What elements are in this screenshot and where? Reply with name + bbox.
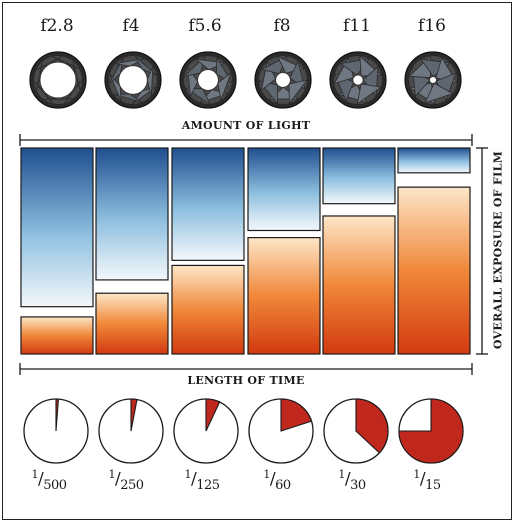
time-block (20, 316, 94, 355)
time-block (95, 292, 169, 355)
light-block (171, 147, 245, 261)
shutter-pie (173, 398, 239, 464)
light-block (20, 147, 94, 308)
shutter-pie (323, 398, 389, 464)
aperture-diaphragm-icon (329, 51, 387, 109)
light-dimension-line (19, 134, 473, 146)
shutter-label-1-125: 1/125 (184, 468, 220, 494)
shutter-label-1-500: 1/500 (31, 468, 67, 494)
time-block (322, 215, 396, 355)
aperture-label-f4: f4 (122, 16, 140, 36)
aperture-label-f2.8: f2.8 (40, 16, 74, 36)
aperture-label-f5.6: f5.6 (188, 16, 222, 36)
light-block (397, 147, 471, 174)
aperture-diaphragm-icon (104, 51, 162, 109)
shutter-pie (398, 398, 464, 464)
time-dimension-line (19, 363, 473, 375)
shutter-pie (98, 398, 164, 464)
light-block (247, 147, 321, 232)
length-of-time-label: LENGTH OF TIME (187, 374, 305, 387)
aperture-label-f8: f8 (273, 16, 291, 36)
shutter-pie (248, 398, 314, 464)
aperture-diaphragm-icon (179, 51, 237, 109)
aperture-diaphragm-icon (404, 51, 462, 109)
exposure-dimension-line (476, 147, 488, 355)
aperture-label-f16: f16 (418, 16, 446, 36)
aperture-diaphragm-icon (254, 51, 312, 109)
amount-of-light-label: AMOUNT OF LIGHT (181, 119, 311, 132)
time-block (247, 237, 321, 355)
light-block (95, 147, 169, 281)
shutter-label-1-15: 1/15 (413, 468, 441, 494)
aperture-diaphragm-icon (29, 51, 87, 109)
shutter-label-1-30: 1/30 (338, 468, 366, 494)
shutter-label-1-60: 1/60 (263, 468, 291, 494)
time-block (171, 264, 245, 355)
shutter-pie (23, 398, 89, 464)
time-block (397, 186, 471, 355)
shutter-label-1-250: 1/250 (108, 468, 144, 494)
aperture-label-f11: f11 (343, 16, 371, 36)
light-block (322, 147, 396, 205)
